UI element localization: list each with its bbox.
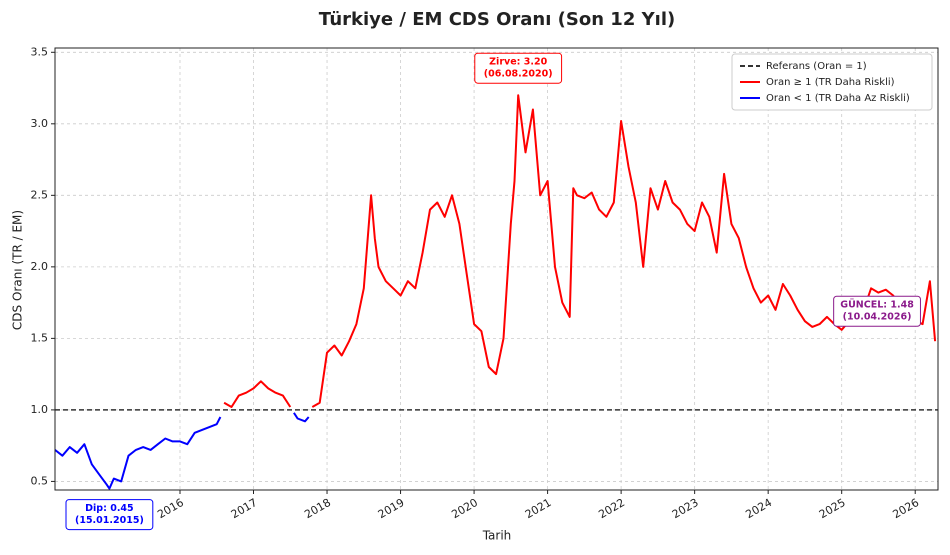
- x-tick-label: 2019: [376, 496, 407, 521]
- chart-title: Türkiye / EM CDS Oranı (Son 12 Yıl): [319, 9, 675, 30]
- y-tick-label: 2.0: [31, 260, 49, 273]
- y-tick-label: 1.5: [31, 331, 49, 344]
- x-tick-label: 2024: [743, 496, 774, 521]
- annotation-text: Dip: 0.45: [85, 503, 134, 514]
- annotation-text: (10.04.2026): [843, 312, 912, 323]
- plot-frame: [54, 47, 939, 491]
- x-tick-label: 2023: [670, 496, 701, 521]
- annotation-text: (15.01.2015): [75, 515, 144, 526]
- legend-box: [731, 53, 933, 111]
- series-line: [54, 412, 310, 490]
- y-tick-label: 0.5: [31, 474, 49, 487]
- y-tick-label: 2.5: [31, 188, 49, 201]
- legend-label: Oran ≥ 1 (TR Daha Riskli): [766, 77, 895, 88]
- x-tick-label: 2017: [229, 496, 260, 521]
- series-line: [223, 94, 937, 408]
- x-tick-label: 2020: [449, 496, 480, 521]
- x-tick-label: 2018: [302, 496, 333, 521]
- x-axis-label: Tarih: [482, 529, 512, 543]
- annotation-box: [474, 52, 563, 84]
- annotation-text: GÜNCEL: 1.48: [840, 300, 914, 311]
- legend-label: Oran < 1 (TR Daha Az Riskli): [766, 93, 910, 104]
- legend-label: Referans (Oran = 1): [766, 61, 867, 72]
- annotation-text: Zirve: 3.20: [489, 57, 547, 68]
- y-tick-label: 1.0: [31, 403, 49, 416]
- x-tick-label: 2026: [890, 496, 921, 521]
- x-tick-label: 2025: [817, 496, 848, 521]
- y-tick-label: 3.5: [31, 45, 49, 58]
- y-tick-label: 3.0: [31, 117, 49, 130]
- x-tick-label: 2016: [155, 496, 186, 521]
- x-tick-label: 2021: [523, 496, 554, 521]
- annotation-text: (06.08.2020): [484, 69, 553, 80]
- annotation-box: [833, 295, 921, 327]
- y-axis-label: CDS Oranı (TR / EM): [11, 210, 25, 330]
- x-tick-label: 2022: [596, 496, 627, 521]
- annotation-box: [65, 499, 154, 531]
